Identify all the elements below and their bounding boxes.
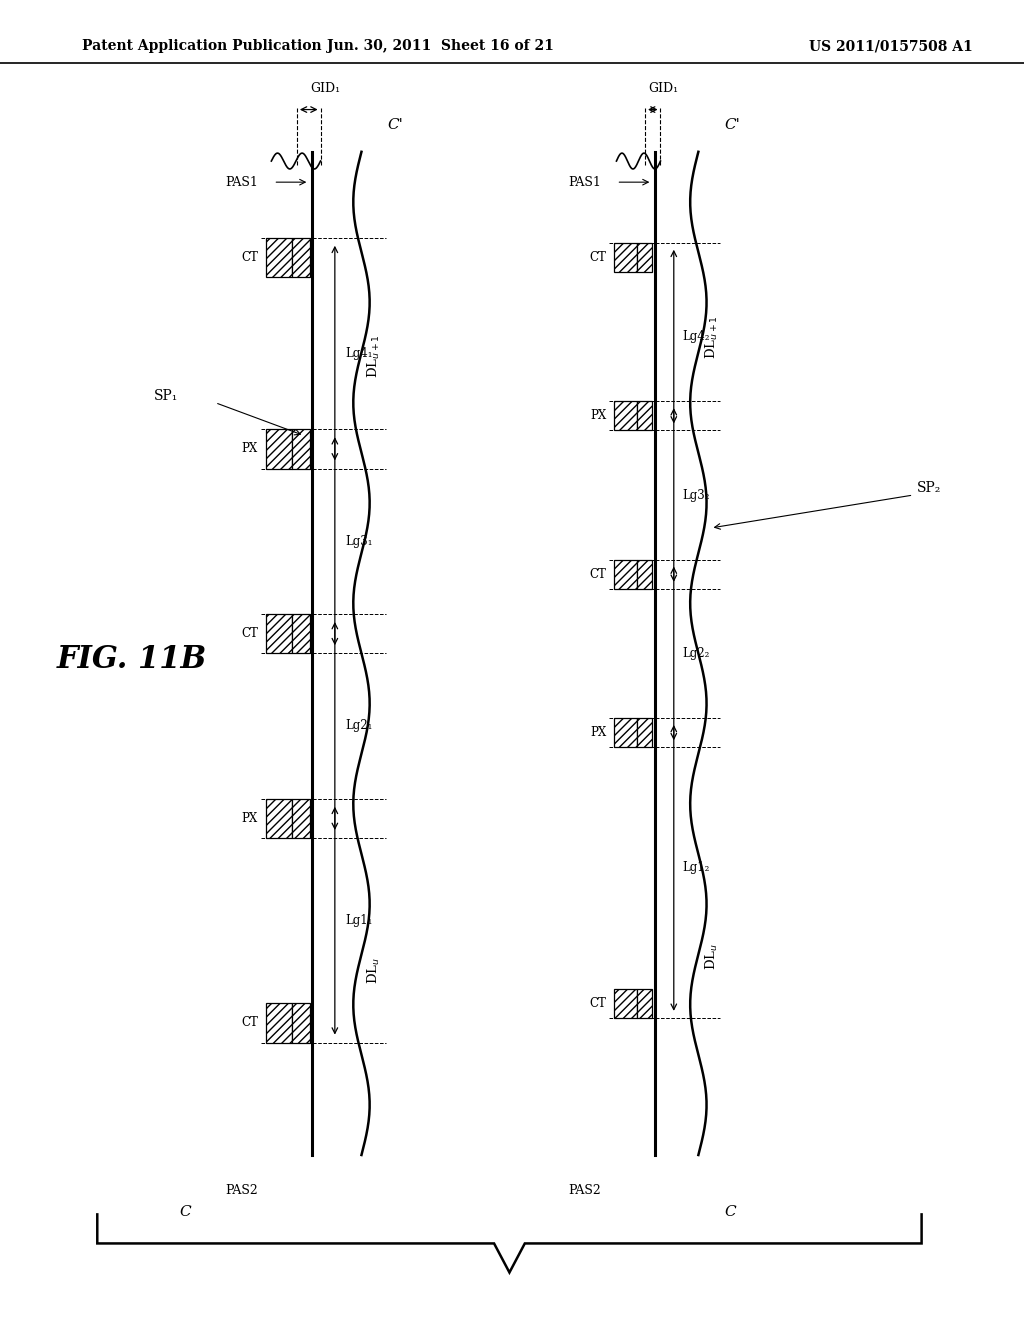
Text: CT: CT — [242, 251, 258, 264]
Text: PX: PX — [242, 812, 258, 825]
Text: SP₁: SP₁ — [154, 389, 178, 403]
Text: CT: CT — [242, 1016, 258, 1030]
Text: Lg2₁: Lg2₁ — [345, 719, 373, 733]
Text: PAS1: PAS1 — [568, 176, 601, 189]
Text: DL$_u$: DL$_u$ — [703, 944, 720, 970]
Bar — [266, 238, 292, 277]
Bar — [292, 1003, 310, 1043]
Text: PX: PX — [242, 442, 258, 455]
Text: Jun. 30, 2011  Sheet 16 of 21: Jun. 30, 2011 Sheet 16 of 21 — [327, 40, 554, 53]
Bar — [266, 1003, 292, 1043]
Text: Lg4₁: Lg4₁ — [345, 347, 373, 359]
Text: Patent Application Publication: Patent Application Publication — [82, 40, 322, 53]
Bar — [614, 560, 637, 589]
Text: DL$_u$: DL$_u$ — [366, 957, 382, 983]
Text: DL$_{u+1}$: DL$_{u+1}$ — [703, 314, 720, 359]
Bar — [614, 989, 637, 1018]
Bar — [614, 243, 637, 272]
Text: C': C' — [724, 119, 740, 132]
Text: C': C' — [387, 119, 403, 132]
Bar — [266, 614, 292, 653]
Text: GID₁: GID₁ — [310, 82, 341, 95]
Text: GID₁: GID₁ — [648, 82, 679, 95]
Text: PAS2: PAS2 — [225, 1184, 258, 1197]
Text: PX: PX — [590, 726, 606, 739]
Text: PAS1: PAS1 — [225, 176, 258, 189]
Text: DL$_{u+1}$: DL$_{u+1}$ — [366, 334, 382, 379]
Text: Lg3₂: Lg3₂ — [682, 488, 710, 502]
Text: FIG. 11B: FIG. 11B — [56, 644, 207, 676]
Bar — [637, 560, 652, 589]
Text: CT: CT — [242, 627, 258, 640]
Text: SP₂: SP₂ — [916, 482, 941, 495]
Text: Lg2₂: Lg2₂ — [682, 647, 710, 660]
Text: CT: CT — [590, 251, 606, 264]
Bar — [292, 238, 310, 277]
Bar — [637, 243, 652, 272]
Text: US 2011/0157508 A1: US 2011/0157508 A1 — [809, 40, 973, 53]
Bar — [292, 799, 310, 838]
Text: C: C — [724, 1205, 735, 1218]
Bar — [292, 614, 310, 653]
Bar — [614, 401, 637, 430]
Bar — [266, 799, 292, 838]
Text: Lg1₂: Lg1₂ — [682, 862, 710, 874]
Bar — [292, 429, 310, 469]
Text: CT: CT — [590, 997, 606, 1010]
Text: C: C — [179, 1205, 190, 1218]
Text: CT: CT — [590, 568, 606, 581]
Text: PAS2: PAS2 — [568, 1184, 601, 1197]
Bar — [637, 718, 652, 747]
Bar — [614, 718, 637, 747]
Text: PX: PX — [590, 409, 606, 422]
Text: Lg4₂: Lg4₂ — [682, 330, 710, 343]
Bar — [637, 989, 652, 1018]
Bar — [266, 429, 292, 469]
Bar — [637, 401, 652, 430]
Text: Lg3₁: Lg3₁ — [345, 535, 373, 548]
Text: Lg1₁: Lg1₁ — [345, 915, 373, 927]
